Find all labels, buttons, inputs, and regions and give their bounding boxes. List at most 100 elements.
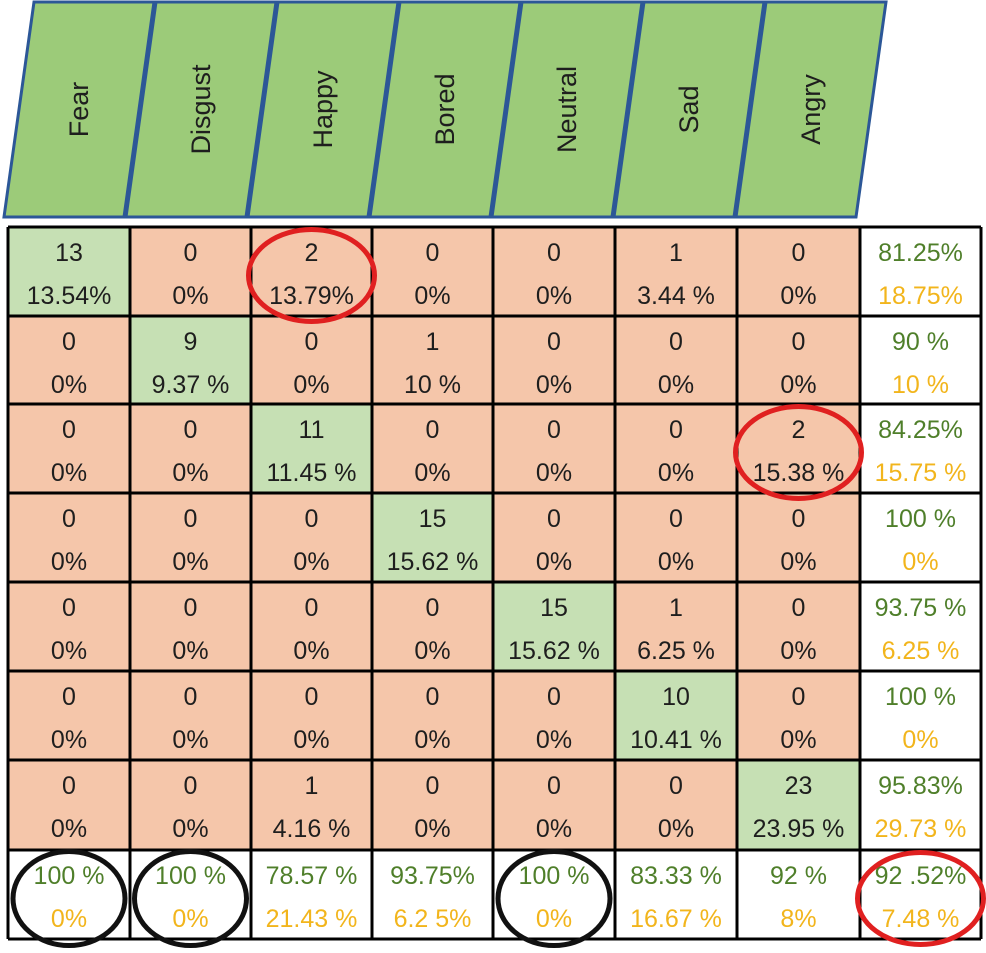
matrix-grid bbox=[6, 225, 983, 941]
header-sad bbox=[612, 0, 766, 219]
cell-top-r3-c5: 0 bbox=[669, 505, 683, 533]
cell-r4-c2 bbox=[251, 582, 372, 671]
cell-top-r4-c5: 1 bbox=[669, 594, 683, 622]
cell-top-r3-c1: 0 bbox=[184, 505, 198, 533]
cell-r6-c3 bbox=[372, 760, 493, 850]
cell-r2-c7 bbox=[860, 404, 981, 493]
cell-top-r6-c6: 23 bbox=[785, 772, 813, 800]
cell-r1-c0 bbox=[8, 316, 130, 404]
cell-r1-c3 bbox=[372, 316, 493, 404]
cell-bottom-r5-c3: 0% bbox=[414, 726, 450, 754]
cell-r6-c4 bbox=[493, 760, 615, 850]
cell-top-r7-c0: 100 % bbox=[34, 862, 105, 890]
cell-r4-c6 bbox=[737, 582, 860, 671]
cell-top-r7-c2: 78.57 % bbox=[266, 862, 358, 890]
cell-r3-c3 bbox=[372, 493, 493, 582]
cell-bottom-r3-c5: 0% bbox=[658, 548, 694, 576]
black-circle-0 bbox=[10, 849, 128, 948]
cell-top-r5-c1: 0 bbox=[184, 683, 198, 711]
cell-bottom-r7-c5: 16.67 % bbox=[630, 905, 722, 933]
cell-top-r4-c1: 0 bbox=[184, 594, 198, 622]
header-neutral bbox=[490, 0, 644, 219]
cell-bottom-r6-c2: 4.16 % bbox=[273, 815, 351, 843]
cell-bottom-r3-c3: 15.62 % bbox=[387, 548, 479, 576]
cell-top-r1-c2: 0 bbox=[305, 328, 319, 356]
cell-top-r2-c0: 0 bbox=[62, 416, 76, 444]
cell-bottom-r3-c7: 0% bbox=[902, 548, 938, 576]
cell-bottom-r7-c3: 6.2 5% bbox=[394, 905, 472, 933]
cell-bottom-r2-c0: 0% bbox=[51, 459, 87, 487]
header-label-disgust: Disgust bbox=[186, 64, 216, 155]
cell-bottom-r4-c7: 6.25 % bbox=[882, 637, 960, 665]
cell-bottom-r4-c4: 15.62 % bbox=[508, 637, 600, 665]
cell-bottom-r2-c6: 15.38 % bbox=[753, 459, 845, 487]
cell-bottom-r0-c2: 13.79% bbox=[269, 282, 354, 310]
cell-bottom-r0-c0: 13.54% bbox=[27, 282, 112, 310]
cell-bottom-r1-c2: 0% bbox=[293, 371, 329, 399]
cell-bottom-r4-c6: 0% bbox=[780, 637, 816, 665]
cell-r0-c7 bbox=[860, 227, 981, 316]
cell-r3-c5 bbox=[615, 493, 737, 582]
cell-r3-c4 bbox=[493, 493, 615, 582]
cell-r2-c1 bbox=[130, 404, 251, 493]
cell-r2-c4 bbox=[493, 404, 615, 493]
cell-r2-c2 bbox=[251, 404, 372, 493]
column-headers: Fear Disgust Happy Bored Neutral Sad Angry bbox=[2, 0, 888, 219]
red-circle-1 bbox=[733, 404, 864, 501]
cell-top-r0-c6: 0 bbox=[792, 239, 806, 267]
cell-bottom-r7-c0: 0% bbox=[51, 905, 87, 933]
cell-top-r6-c3: 0 bbox=[426, 772, 440, 800]
cell-top-r3-c0: 0 bbox=[62, 505, 76, 533]
cell-bottom-r7-c1: 0% bbox=[172, 905, 208, 933]
header-label-bored: Bored bbox=[430, 73, 460, 145]
cell-r7-c3 bbox=[372, 850, 493, 939]
cell-top-r6-c0: 0 bbox=[62, 772, 76, 800]
header-fear bbox=[2, 0, 156, 219]
cell-r1-c1 bbox=[130, 316, 251, 404]
cell-r5-c7 bbox=[860, 671, 981, 760]
cell-bottom-r2-c3: 0% bbox=[414, 459, 450, 487]
cell-r5-c6 bbox=[737, 671, 860, 760]
cell-bottom-r3-c6: 0% bbox=[780, 548, 816, 576]
header-angry bbox=[734, 0, 888, 219]
cell-r3-c2 bbox=[251, 493, 372, 582]
cell-r5-c3 bbox=[372, 671, 493, 760]
cell-r1-c7 bbox=[860, 316, 981, 404]
cell-r5-c1 bbox=[130, 671, 251, 760]
red-circle-0 bbox=[246, 227, 377, 324]
cell-bottom-r1-c3: 10 % bbox=[404, 371, 461, 399]
header-label-neutral: Neutral bbox=[552, 66, 582, 153]
cell-r6-c5 bbox=[615, 760, 737, 850]
cell-top-r6-c2: 1 bbox=[305, 772, 319, 800]
cell-r0-c0 bbox=[8, 227, 130, 316]
cell-top-r4-c7: 93.75 % bbox=[875, 594, 967, 622]
cell-r4-c7 bbox=[860, 582, 981, 671]
red-circle-2 bbox=[855, 850, 986, 947]
matrix-text: 13 13.54% 0 0% 2 13.79% 0 0% 0 0% 1 3.44 % 0 0% 81.25%… bbox=[27, 239, 967, 933]
cell-r0-c3 bbox=[372, 227, 493, 316]
cell-top-r1-c6: 0 bbox=[792, 328, 806, 356]
cell-top-r3-c4: 0 bbox=[547, 505, 561, 533]
cell-bottom-r1-c1: 9.37 % bbox=[152, 371, 230, 399]
cell-bottom-r1-c7: 10 % bbox=[892, 371, 949, 399]
cell-top-r2-c1: 0 bbox=[184, 416, 198, 444]
cell-bottom-r4-c5: 6.25 % bbox=[637, 637, 715, 665]
cell-top-r2-c4: 0 bbox=[547, 416, 561, 444]
cell-top-r2-c7: 84.25% bbox=[878, 416, 963, 444]
cell-bottom-r6-c7: 29.73 % bbox=[875, 815, 967, 843]
cell-bottom-r0-c1: 0% bbox=[172, 282, 208, 310]
header-bored bbox=[368, 0, 522, 219]
cell-bottom-r4-c0: 0% bbox=[51, 637, 87, 665]
cell-top-r4-c4: 15 bbox=[540, 594, 568, 622]
cell-top-r2-c5: 0 bbox=[669, 416, 683, 444]
cell-bottom-r4-c2: 0% bbox=[293, 637, 329, 665]
cell-top-r1-c3: 1 bbox=[426, 328, 440, 356]
cell-bottom-r6-c1: 0% bbox=[172, 815, 208, 843]
cell-bottom-r5-c5: 10.41 % bbox=[630, 726, 722, 754]
cell-top-r3-c6: 0 bbox=[792, 505, 806, 533]
cell-top-r5-c5: 10 bbox=[662, 683, 690, 711]
cell-top-r6-c7: 95.83% bbox=[878, 772, 963, 800]
cell-bottom-r0-c3: 0% bbox=[414, 282, 450, 310]
cell-r1-c4 bbox=[493, 316, 615, 404]
